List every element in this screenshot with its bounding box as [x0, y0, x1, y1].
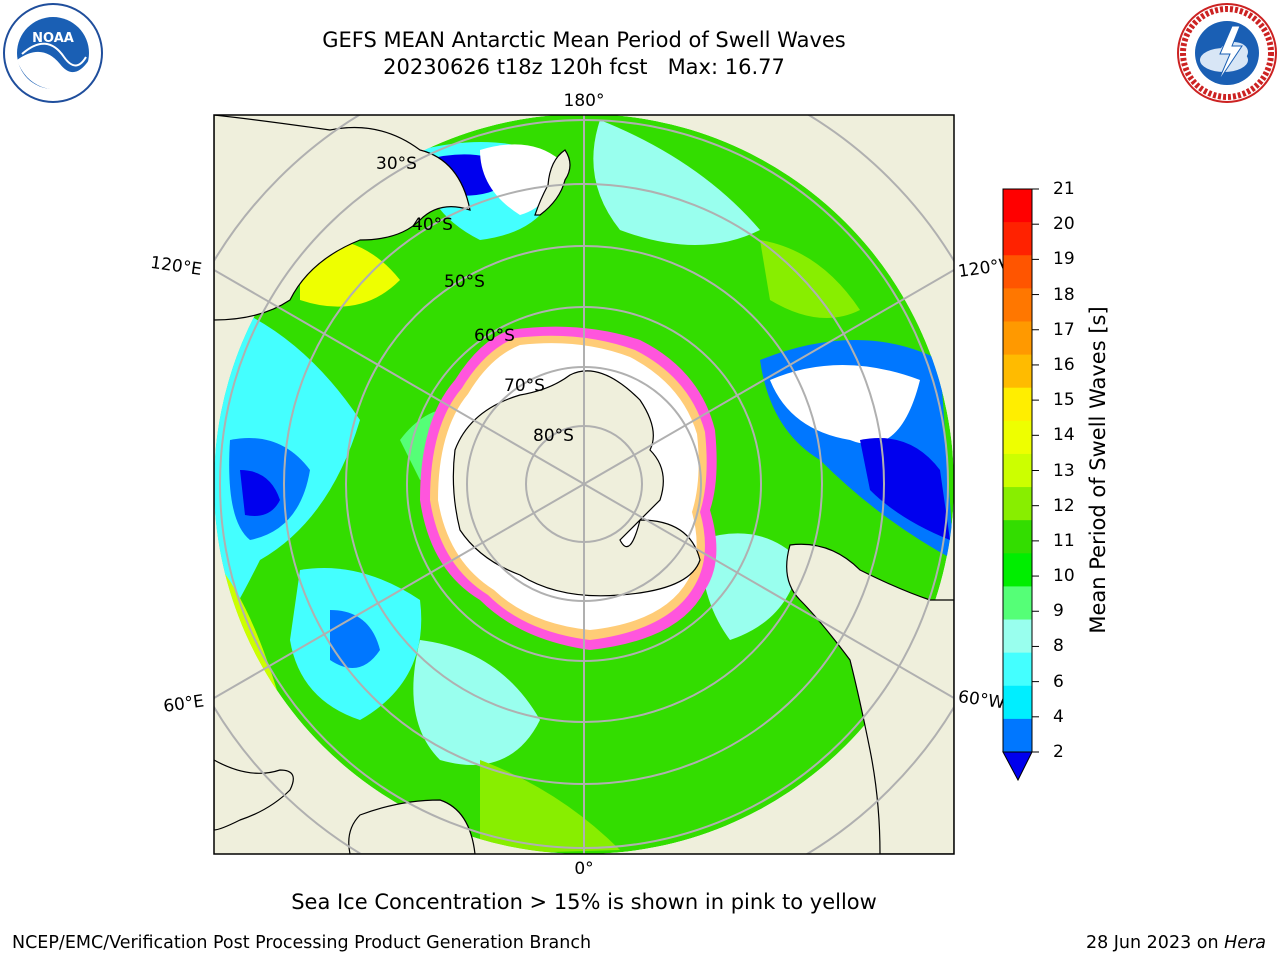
colorbar-segment — [1003, 718, 1032, 753]
footer-credit: NCEP/EMC/Verification Post Processing Pr… — [12, 933, 592, 953]
colorbar-segment — [1003, 487, 1032, 521]
colorbar-segment — [1003, 189, 1032, 223]
lat-label-80: 80°S — [533, 426, 574, 446]
colorbar-segment — [1003, 685, 1032, 720]
colorbar-segment — [1003, 652, 1032, 687]
colorbar-tick-label: 12 — [1053, 495, 1075, 516]
svg-text:NOAA: NOAA — [32, 31, 74, 46]
new-zealand — [534, 149, 571, 216]
colorbar-segment — [1003, 321, 1032, 356]
colorbar-tick-label: 13 — [1053, 460, 1075, 481]
lon-label-60w: 60°W — [957, 687, 1006, 713]
nws-logo-icon — [1177, 3, 1277, 103]
colorbar-tick-label: 16 — [1053, 354, 1075, 375]
graticule — [214, 115, 954, 854]
colorbar-segment — [1003, 288, 1032, 322]
title-line-2: 20230626 t18z 120h fcst Max: 16.77 — [383, 55, 785, 79]
lat-label-40: 40°S — [412, 215, 453, 235]
colorbar-tick-label: 19 — [1053, 249, 1075, 270]
antarctica — [452, 370, 701, 597]
colorbar-segment — [1003, 619, 1032, 654]
south-america — [786, 543, 954, 854]
footer-date: 28 Jun 2023 on Hera — [1086, 933, 1266, 953]
colorbar-segment — [1003, 420, 1032, 455]
colorbar-tick-label: 17 — [1053, 319, 1075, 340]
map-frame — [213, 114, 955, 855]
colorbar-segment — [1003, 222, 1032, 256]
lon-label-120e: 120°E — [149, 253, 203, 280]
colorbar-tick-label: 8 — [1053, 636, 1064, 657]
lat-label-30: 30°S — [376, 154, 417, 174]
lat-label-70: 70°S — [504, 376, 545, 396]
colorbar-tick-label: 11 — [1053, 530, 1075, 551]
colorbar-segment — [1003, 354, 1032, 389]
colorbar — [1003, 188, 1039, 753]
africa — [214, 759, 294, 831]
colorbar-label: Mean Period of Swell Waves [s] — [1086, 306, 1110, 634]
title-line-1: GEFS MEAN Antarctic Mean Period of Swell… — [322, 28, 846, 52]
madagascar — [348, 799, 476, 854]
chart-title: GEFS MEAN Antarctic Mean Period of Swell… — [214, 27, 954, 81]
colorbar-segment — [1003, 387, 1032, 422]
colorbar-tick-label: 9 — [1053, 601, 1064, 622]
colorbar-tick-label: 18 — [1053, 284, 1075, 305]
lon-label-0: 0° — [574, 859, 593, 879]
colorbar-tick-label: 6 — [1053, 671, 1064, 692]
lat-label-50: 50°S — [444, 272, 485, 292]
noaa-logo-icon: NOAA — [3, 3, 103, 103]
lon-label-180: 180° — [564, 91, 605, 111]
colorbar-segment — [1003, 520, 1032, 554]
colorbar-segment — [1003, 453, 1032, 488]
footer-host: Hera — [1224, 933, 1266, 953]
sea-ice-note: Sea Ice Concentration > 15% is shown in … — [291, 890, 877, 914]
colorbar-segment — [1003, 586, 1032, 621]
colorbar-segment — [1003, 553, 1032, 587]
colorbar-tick-label: 14 — [1053, 425, 1075, 446]
colorbar-tick-label: 20 — [1053, 214, 1075, 235]
colorbar-frame — [1002, 188, 1033, 753]
colorbar-extend-arrow — [1002, 751, 1033, 782]
colorbar-tick-label: 10 — [1053, 566, 1075, 587]
footer-date-text: 28 Jun 2023 on — [1085, 933, 1225, 953]
colorbar-tick-label: 4 — [1053, 706, 1064, 727]
colorbar-tick-label: 2 — [1053, 742, 1064, 762]
colorbar-tick-label: 15 — [1053, 390, 1075, 411]
colorbar-segment — [1003, 255, 1032, 289]
colorbar-tick-label: 21 — [1053, 179, 1075, 199]
lat-label-60: 60°S — [474, 326, 515, 346]
lon-label-60e: 60°E — [162, 691, 205, 716]
